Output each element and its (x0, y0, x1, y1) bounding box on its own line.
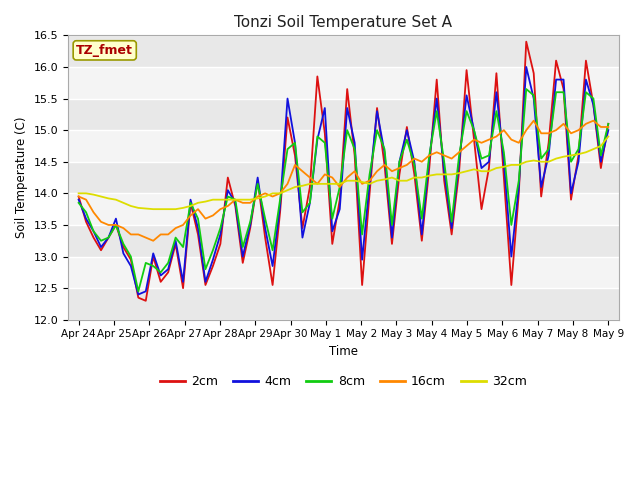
Bar (68, 225, 619, 256)
Text: TZ_fmet: TZ_fmet (76, 44, 133, 57)
Bar (68, 162, 619, 193)
X-axis label: Time: Time (329, 345, 358, 358)
Bar (68, 36, 619, 67)
Bar (68, 98, 619, 130)
Bar (68, 193, 619, 225)
Title: Tonzi Soil Temperature Set A: Tonzi Soil Temperature Set A (234, 15, 452, 30)
Bar (68, 67, 619, 98)
Bar (68, 130, 619, 162)
Bar (68, 288, 619, 320)
Legend: 2cm, 4cm, 8cm, 16cm, 32cm: 2cm, 4cm, 8cm, 16cm, 32cm (155, 370, 532, 393)
Bar (68, 256, 619, 288)
Y-axis label: Soil Temperature (C): Soil Temperature (C) (15, 117, 28, 238)
